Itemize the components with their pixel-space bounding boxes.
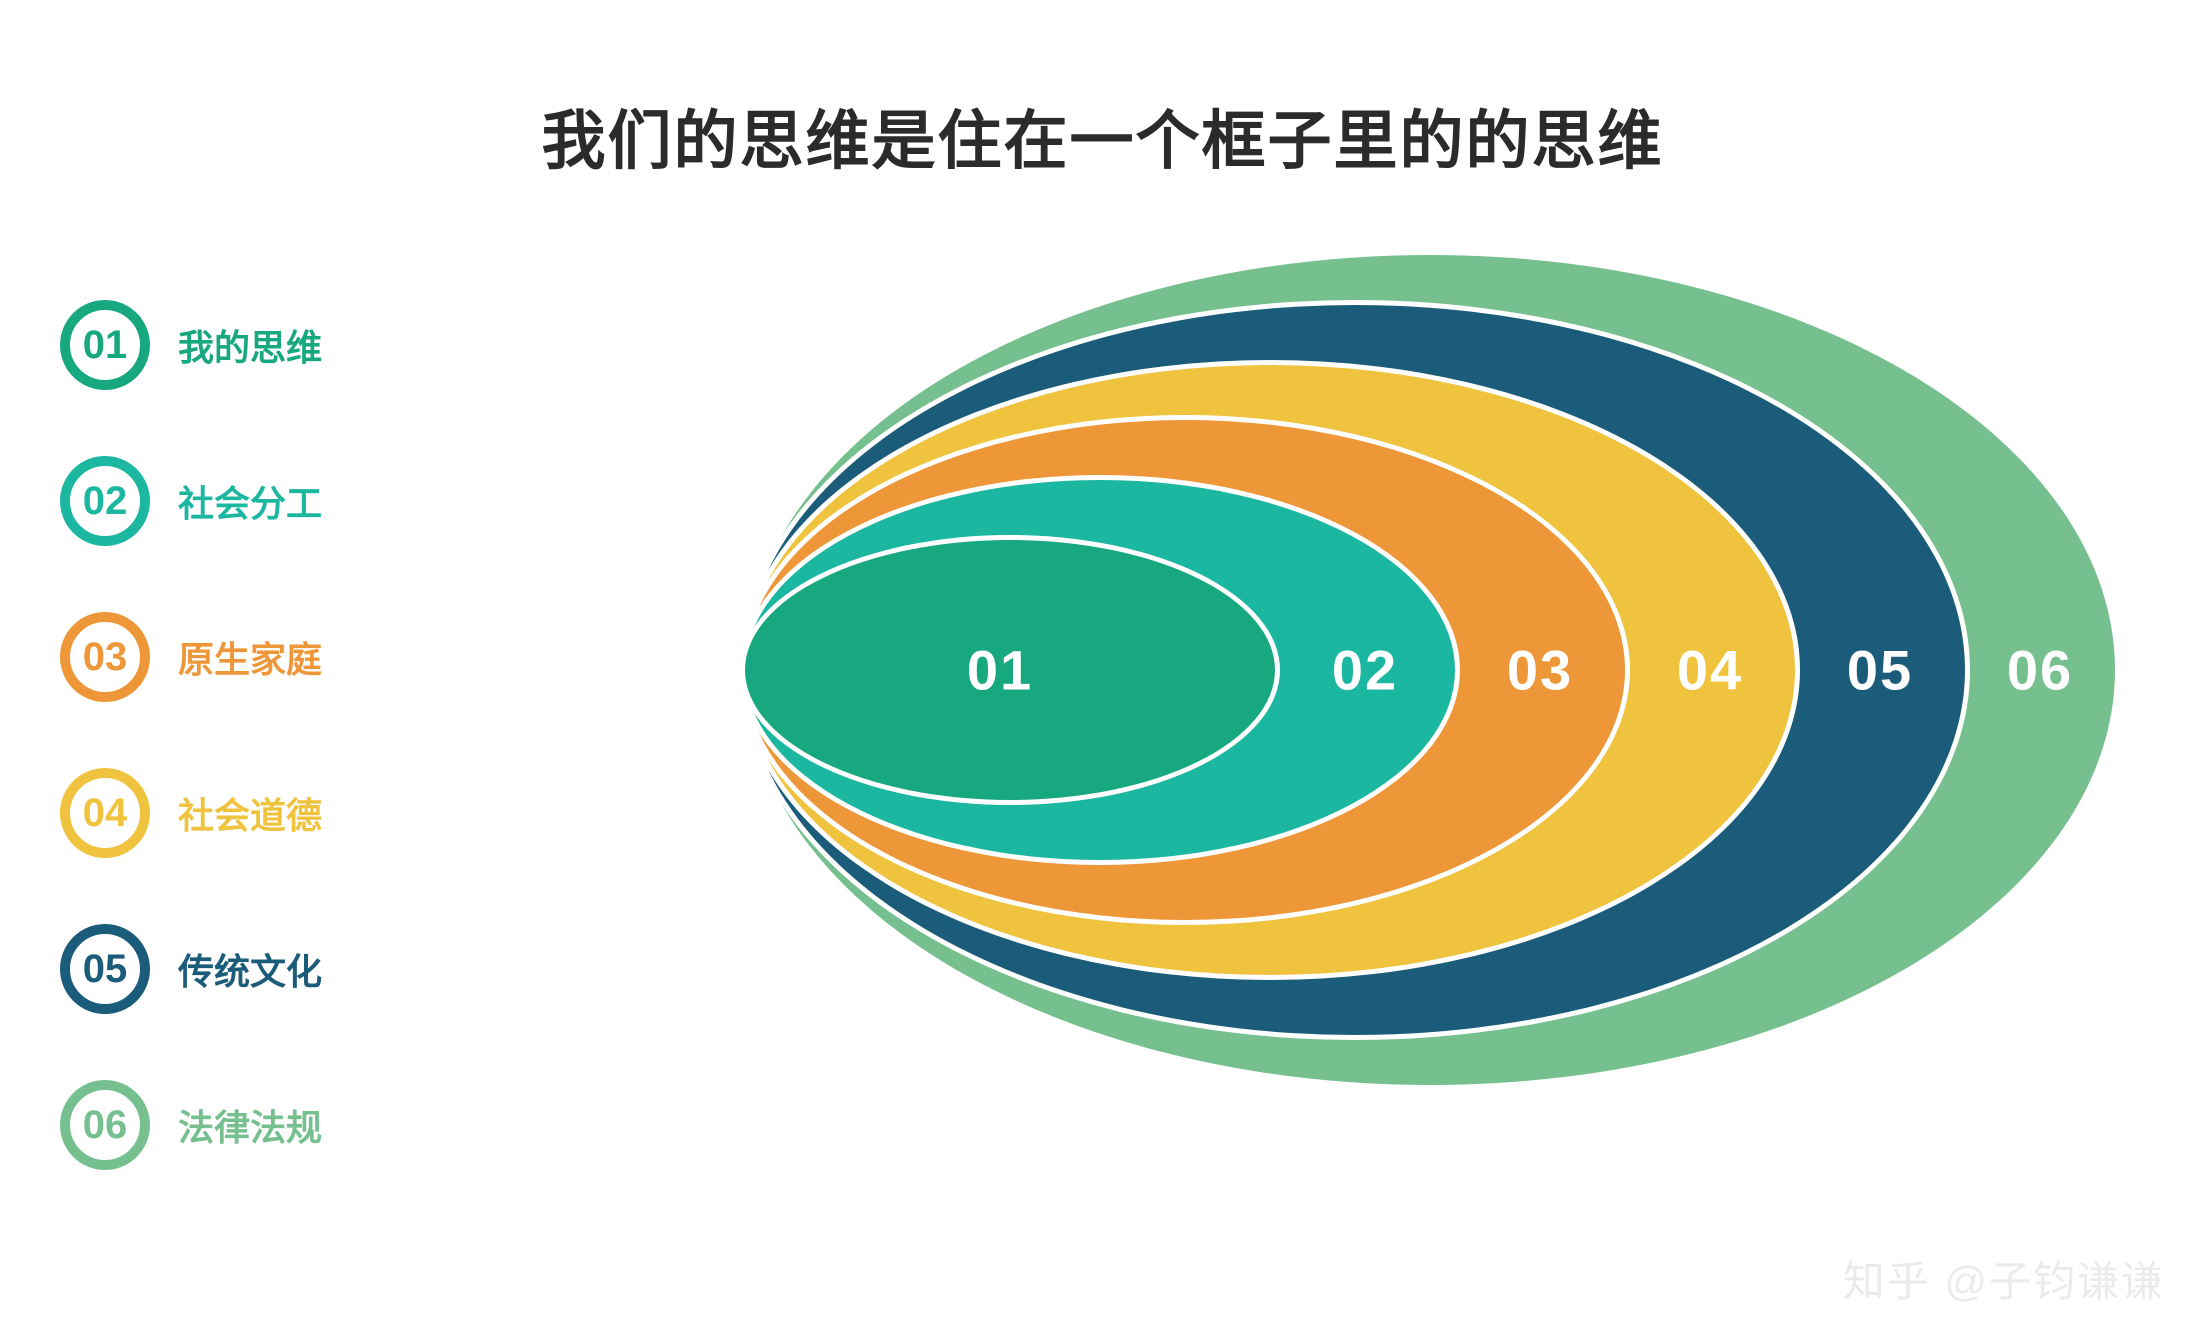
ellipse-num-02: 02 xyxy=(1332,638,1398,703)
page-title: 我们的思维是住在一个框子里的的思维 xyxy=(0,90,2205,182)
legend-item-06: 06 法律法规 xyxy=(60,1080,322,1170)
legend-label-05: 传统文化 xyxy=(178,943,322,995)
legend-circle-04: 04 xyxy=(60,768,150,858)
ellipse-num-06: 06 xyxy=(2007,638,2073,703)
legend-label-06: 法律法规 xyxy=(178,1099,322,1151)
watermark: 知乎 @子钧谦谦 xyxy=(1843,1248,2165,1309)
ellipse-num-01: 01 xyxy=(967,638,1033,703)
legend-circle-05: 05 xyxy=(60,924,150,1014)
legend-item-02: 02 社会分工 xyxy=(60,456,322,546)
legend-circle-06: 06 xyxy=(60,1080,150,1170)
legend-label-02: 社会分工 xyxy=(178,475,322,527)
nested-ellipse-diagram: 01 02 03 04 05 06 xyxy=(700,250,2120,1090)
legend-item-05: 05 传统文化 xyxy=(60,924,322,1014)
legend-list: 01 我的思维 02 社会分工 03 原生家庭 04 社会道德 05 传统文化 06 法律法规 xyxy=(60,300,322,1170)
legend-circle-01: 01 xyxy=(60,300,150,390)
legend-label-04: 社会道德 xyxy=(178,787,322,839)
legend-label-01: 我的思维 xyxy=(178,319,322,371)
ellipse-num-04: 04 xyxy=(1677,638,1743,703)
legend-item-03: 03 原生家庭 xyxy=(60,612,322,702)
ellipse-num-05: 05 xyxy=(1847,638,1913,703)
legend-circle-03: 03 xyxy=(60,612,150,702)
ellipse-num-03: 03 xyxy=(1507,638,1573,703)
legend-item-01: 01 我的思维 xyxy=(60,300,322,390)
legend-circle-02: 02 xyxy=(60,456,150,546)
legend-label-03: 原生家庭 xyxy=(178,631,322,683)
legend-item-04: 04 社会道德 xyxy=(60,768,322,858)
